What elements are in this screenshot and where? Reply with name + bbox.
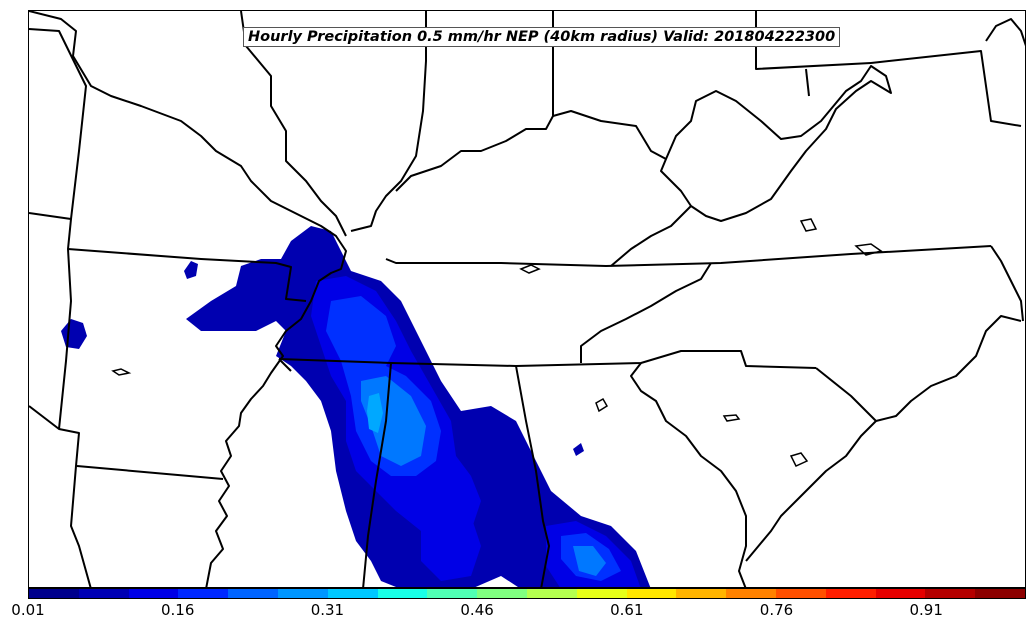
colorbar-segment: [178, 589, 229, 598]
colorbar-segment: [477, 589, 527, 598]
colorbar-tick-label: 0.76: [759, 601, 794, 619]
colorbar-tick-label: 0.01: [11, 601, 45, 619]
colorbar: [28, 588, 1026, 599]
colorbar-tick-label: 0.31: [310, 601, 345, 619]
precip-blob-carolina: [573, 443, 584, 456]
colorbar-tick-label: 0.61: [610, 601, 644, 619]
colorbar-ticks: 0.01 0.16 0.31 0.46 0.61 0.76 0.91: [0, 601, 1036, 625]
map-panel: Hourly Precipitation 0.5 mm/hr NEP (40km…: [28, 10, 1026, 588]
colorbar-segment: [128, 589, 179, 598]
colorbar-segment: [427, 589, 478, 598]
colorbar-segment: [277, 589, 328, 598]
colorbar-segment: [626, 589, 677, 598]
colorbar-tick-label: 0.91: [909, 601, 943, 619]
precip-contour-peak-se: [573, 546, 606, 576]
colorbar-segment: [576, 589, 627, 598]
colorbar-segment: [975, 589, 1025, 598]
colorbar-segment: [327, 589, 378, 598]
colorbar-tick-label: 0.46: [460, 601, 494, 619]
precip-contour-mid-s: [421, 506, 481, 581]
colorbar-segment: [726, 589, 776, 598]
colorbar-segment: [78, 589, 129, 598]
precip-blob-arkansas: [184, 261, 198, 279]
colorbar-segment: [875, 589, 926, 598]
precip-blob-west: [61, 319, 87, 349]
colorbar-segment: [228, 589, 278, 598]
colorbar-tick-label: 0.16: [160, 601, 195, 619]
map-title: Hourly Precipitation 0.5 mm/hr NEP (40km…: [243, 27, 841, 47]
colorbar-segment: [775, 589, 826, 598]
colorbar-segment: [377, 589, 428, 598]
colorbar-segment: [925, 589, 976, 598]
colorbar-segment: [825, 589, 876, 598]
precipitation-field: [61, 226, 651, 587]
colorbar-segment: [676, 589, 727, 598]
colorbar-segment: [526, 589, 577, 598]
colorbar-segment: [29, 589, 79, 598]
map-canvas: [29, 11, 1025, 587]
precip-contour-max: [367, 393, 383, 433]
lakes: [111, 218, 883, 467]
state-boundaries: [29, 11, 1025, 587]
